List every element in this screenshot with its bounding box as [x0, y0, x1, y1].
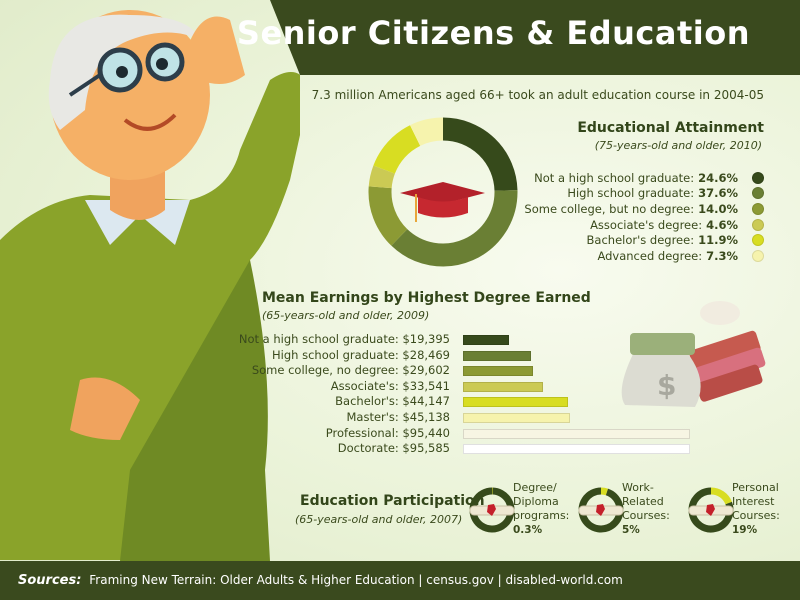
- donut-slice: [368, 186, 408, 246]
- bar-label: Bachelor's: $44,147: [335, 394, 450, 409]
- diploma-scroll-icon: [469, 504, 515, 516]
- legend-item: High school graduate: 37.6%: [484, 186, 764, 202]
- diploma-scroll-icon: [578, 504, 624, 516]
- bar-label: Not a high school graduate: $19,395: [238, 332, 450, 346]
- earnings-bar: [463, 350, 531, 361]
- participation-label-line: Related: [622, 495, 664, 508]
- participation-value: 0.3%: [513, 524, 543, 536]
- donut-slice-rest: [469, 487, 515, 533]
- legend-label: High school graduate:: [567, 186, 695, 201]
- legend-swatch: [752, 171, 764, 184]
- legend-value: 11.9%: [698, 233, 738, 248]
- legend-value: 37.6%: [698, 186, 738, 201]
- donut-slice-value: [710, 487, 732, 505]
- bar-label: Some college, no degree: $29,602: [251, 363, 450, 378]
- earnings-bar: [463, 381, 543, 392]
- participation-value: 19%: [732, 524, 758, 536]
- bar-label: Master's: $45,138: [346, 410, 450, 424]
- donut-slice: [373, 125, 421, 175]
- header-band: [270, 0, 800, 75]
- legend-item: Not a high school graduate: 24.6%: [484, 170, 764, 186]
- legend-label: Bachelor's degree:: [586, 233, 695, 248]
- earnings-bar: [463, 444, 690, 455]
- participation-label: Personal Interest Courses: 19%: [732, 481, 780, 537]
- attainment-donut-chart: [368, 117, 518, 267]
- legend-label: Advanced degree:: [597, 248, 703, 263]
- sources-footer: Sources: Framing New Terrain: Older Adul…: [0, 561, 800, 600]
- donut-slice: [391, 190, 518, 267]
- legend-item: Bachelor's degree: 11.9%: [484, 232, 764, 248]
- participation-label-line: Courses:: [732, 509, 780, 522]
- legend-swatch: [752, 234, 764, 247]
- participation-donut: [469, 487, 515, 533]
- bar-label: High school graduate: $28,469: [272, 347, 450, 362]
- participation-donut: [688, 487, 734, 533]
- earnings-bar: [463, 366, 534, 377]
- legend-swatch: [752, 218, 764, 231]
- participation-value: 5%: [622, 524, 640, 536]
- legend-swatch: [752, 202, 764, 215]
- earnings-subtitle: (65-years-old and older, 2009): [262, 309, 430, 322]
- legend-label: Associate's degree:: [590, 217, 703, 232]
- participation-label-line: programs:: [513, 509, 570, 522]
- legend-item: Advanced degree: 7.3%: [484, 248, 764, 264]
- summary-statistic: 7.3 million Americans aged 66+ took an a…: [311, 88, 764, 102]
- sources-label: Sources:: [18, 573, 82, 588]
- participation-label: Work- Related Courses: 5%: [622, 481, 670, 537]
- legend-item: Associate's degree: 4.6%: [484, 217, 764, 233]
- attainment-subtitle: (75-years-old and older, 2010): [594, 139, 762, 152]
- legend-label: Some college, but no degree:: [524, 201, 695, 216]
- senior-man-illustration: [0, 10, 300, 561]
- earnings-title: Mean Earnings by Highest Degree Earned: [262, 290, 591, 306]
- legend-value: 14.0%: [698, 201, 738, 216]
- participation-label-line: Courses:: [622, 509, 670, 522]
- participation-label-line: Personal: [732, 481, 779, 494]
- donut-slice-value: [600, 487, 608, 496]
- legend-value: 7.3%: [706, 248, 738, 263]
- sources-text: Framing New Terrain: Older Adults & High…: [89, 573, 623, 587]
- bar-label: Doctorate: $95,585: [337, 441, 450, 456]
- money-bag-books-illustration: $: [621, 301, 766, 407]
- participation-donut: [578, 487, 624, 533]
- bar-label: Associate's: $33,541: [330, 378, 450, 393]
- earnings-bar: [463, 413, 571, 423]
- page-title: Senior Citizens & Education: [236, 14, 750, 52]
- participation-label-line: Work-: [622, 481, 654, 494]
- legend-item: Some college, but no degree: 14.0%: [484, 201, 764, 217]
- legend-value: 4.6%: [706, 217, 738, 232]
- legend-value: 24.6%: [698, 170, 738, 185]
- donut-slice: [442, 117, 518, 192]
- legend-swatch: [752, 249, 764, 262]
- diploma-scroll-icon: [688, 504, 734, 516]
- graduation-cap-icon: [400, 182, 485, 222]
- participation-label-line: Degree/: [513, 481, 557, 494]
- participation-subtitle: (65-years-old and older, 2007): [295, 513, 463, 526]
- donut-slice: [368, 165, 396, 189]
- attainment-title: Educational Attainment: [577, 120, 764, 136]
- participation-label: Degree/Diploma programs: 0.3%: [513, 481, 569, 537]
- earnings-bar: [463, 335, 510, 345]
- donut-slice: [410, 117, 444, 147]
- svg-text:$: $: [657, 369, 676, 402]
- earnings-bar: [463, 428, 690, 439]
- legend-swatch: [752, 187, 764, 200]
- attainment-legend: Not a high school graduate: 24.6% High sch…: [484, 170, 764, 264]
- bar-label: Professional: $95,440: [325, 425, 450, 440]
- participation-title: Education Participation: [300, 493, 485, 509]
- donut-slice-rest: [688, 487, 734, 533]
- earnings-bar: [463, 397, 568, 408]
- participation-label-line: Interest: [732, 495, 775, 508]
- participation-label-line: Diploma: [513, 495, 559, 508]
- legend-label: Not a high school graduate:: [534, 170, 695, 185]
- donut-slice-rest: [578, 487, 624, 533]
